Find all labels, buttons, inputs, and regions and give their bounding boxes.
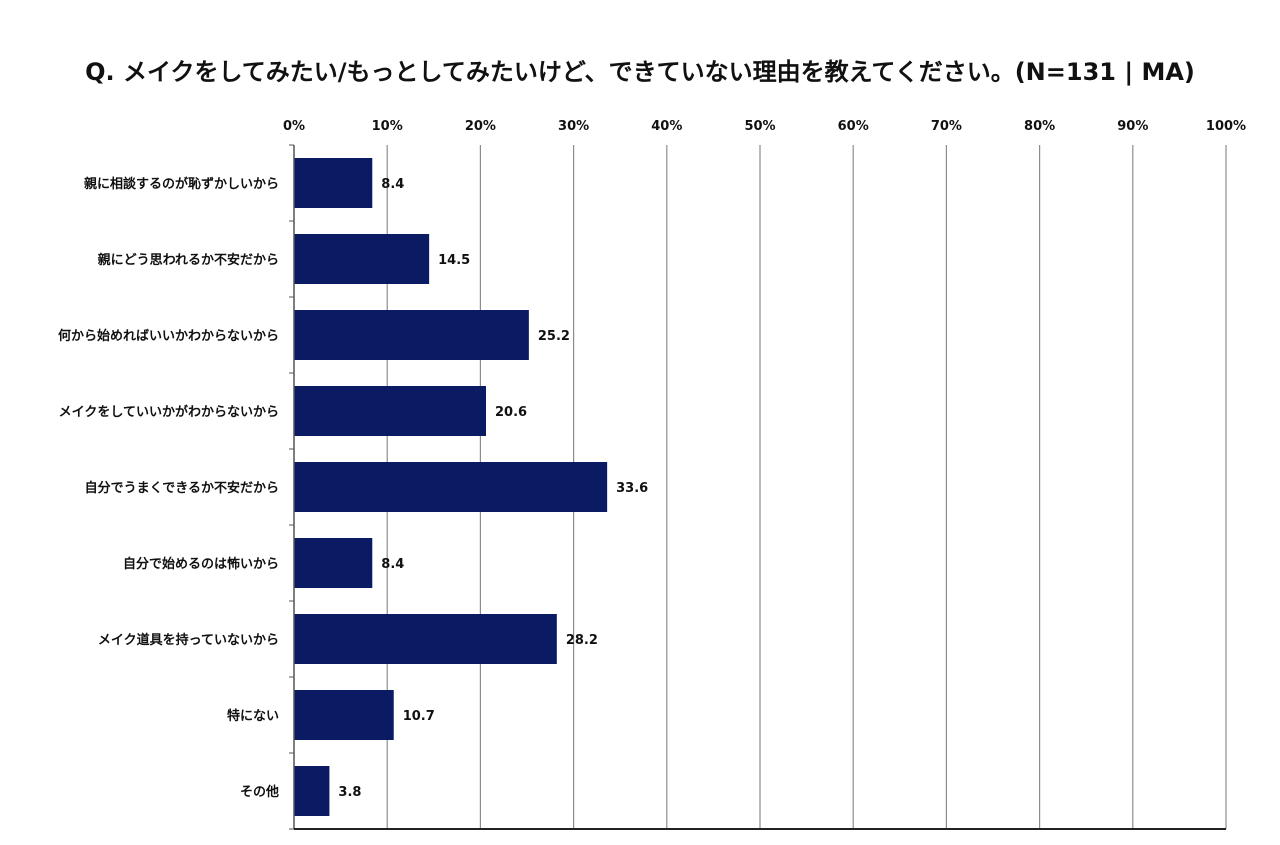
bar-5 (294, 462, 608, 512)
value-label-2: 14.5 (438, 253, 470, 268)
x-tick-label-30: 30% (558, 119, 589, 134)
bar-8 (294, 690, 394, 740)
axes (289, 144, 1226, 830)
category-label-5: 自分でうまくできるか不安だから (85, 480, 279, 496)
bar-2 (294, 234, 430, 284)
x-tick-label-60: 60% (838, 119, 869, 134)
category-label-7: メイク道具を持っていないから (98, 632, 279, 648)
category-label-1: 親に相談するのが恥ずかしいから (84, 176, 279, 192)
bar-3 (294, 310, 529, 360)
x-tick-label-90: 90% (1117, 119, 1148, 134)
value-label-7: 28.2 (566, 633, 598, 648)
category-label-6: 自分で始めるのは怖いから (123, 556, 279, 572)
x-tick-label-50: 50% (744, 119, 775, 134)
x-axis-tick-labels: 0% 10% 20% 30% 40% 50% 60% 70% 80% 90% 100% (283, 119, 1246, 134)
x-tick-label-20: 20% (465, 119, 496, 134)
category-label-2: 親にどう思われるか不安だから (98, 252, 279, 268)
bar-1 (294, 158, 373, 208)
x-tick-label-70: 70% (931, 119, 962, 134)
bar-9 (294, 766, 330, 816)
value-label-4: 20.6 (495, 405, 527, 420)
value-label-6: 8.4 (381, 557, 404, 572)
value-label-5: 33.6 (616, 481, 648, 496)
bar-7 (294, 614, 557, 664)
category-label-3: 何から始めればいいかわからないから (58, 328, 279, 344)
x-tick-label-10: 10% (372, 119, 403, 134)
chart-title: Q. メイクをしてみたい/もっとしてみたいけど、できていない理由を教えてください… (85, 58, 1195, 86)
x-tick-label-100: 100% (1206, 119, 1246, 134)
bars (294, 158, 608, 816)
bar-4 (294, 386, 486, 436)
x-tick-label-0: 0% (283, 119, 305, 134)
value-label-3: 25.2 (538, 329, 570, 344)
value-label-8: 10.7 (403, 709, 435, 724)
x-tick-label-80: 80% (1024, 119, 1055, 134)
category-label-4: メイクをしていいかがわからないから (59, 404, 279, 420)
value-labels: 8.4 14.5 25.2 20.6 33.6 8.4 28.2 10.7 3.8 (338, 177, 648, 800)
value-label-1: 8.4 (381, 177, 404, 192)
category-label-8: 特にない (227, 708, 279, 724)
category-label-9: その他 (240, 784, 279, 800)
value-label-9: 3.8 (338, 785, 361, 800)
bar-6 (294, 538, 373, 588)
category-labels: 親に相談するのが恥ずかしいから親にどう思われるか不安だから何から始めればいいかわ… (58, 176, 279, 800)
x-tick-label-40: 40% (651, 119, 682, 134)
